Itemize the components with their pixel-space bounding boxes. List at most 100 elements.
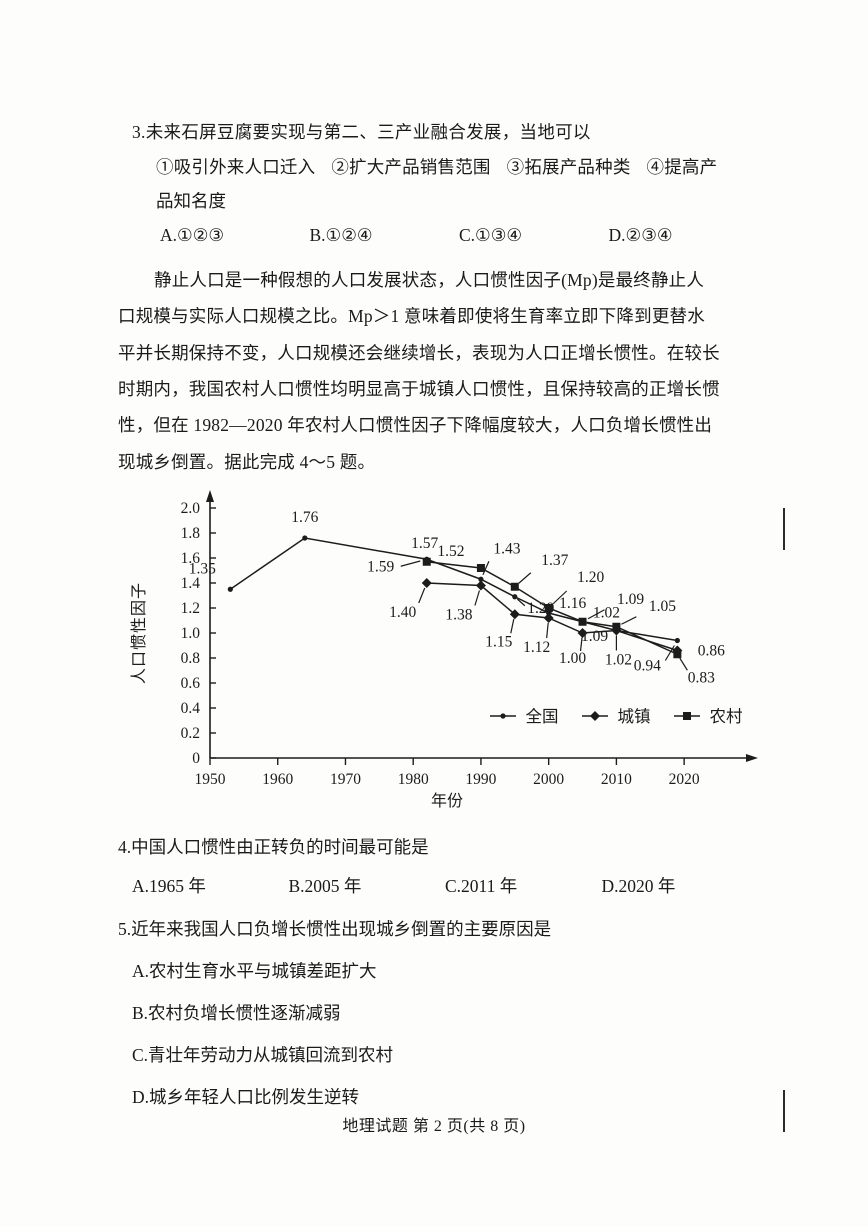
value-label-全国-0: 1.35 [189, 560, 216, 577]
value-label-城镇-3: 1.12 [523, 639, 550, 656]
legend-marker-农村 [683, 712, 691, 721]
x-tick-label-1: 1960 [262, 771, 293, 788]
question3-items: ①吸引外来人口迁入 ②扩大产品销售范围 ③拓展产品种类 ④提高产 [156, 154, 758, 179]
value-label-农村-1: 1.52 [437, 543, 464, 560]
question3-options: A.①②③ B.①②④ C.①③④ D.②③④ [160, 225, 758, 246]
data-point-城镇-1 [475, 580, 486, 591]
value-label-全国-1: 1.76 [291, 509, 318, 526]
y-tick-label-2: 0.4 [181, 700, 201, 717]
question4-option-d[interactable]: D.2020 年 [601, 876, 676, 897]
question5-option-c[interactable]: C.青壮年劳动力从城镇回流到农村 [132, 1045, 394, 1066]
label-leader [552, 590, 568, 605]
data-point-农村-3 [544, 604, 553, 613]
label-leader [579, 637, 583, 652]
passage-text: 静止人口是一种假想的人口发展状态，人口惯性因子(Mp)是最终静止人 口规模与实际… [118, 262, 758, 480]
label-leader [400, 560, 421, 568]
value-label-农村-3: 1.20 [577, 569, 604, 586]
question5-option-d[interactable]: D.城乡年轻人口比例发生逆转 [132, 1087, 360, 1108]
value-label-农村-6: 0.83 [688, 669, 715, 686]
data-point-农村-0 [422, 557, 431, 566]
y-axis-title: 人口惯性因子 [130, 582, 148, 684]
data-point-全国-3 [478, 576, 484, 583]
question4-option-b[interactable]: B.2005 年 [288, 876, 362, 897]
data-point-全国-1 [302, 535, 308, 541]
label-leader [510, 619, 515, 634]
question3-option-c[interactable]: C.①③④ [459, 224, 523, 245]
x-tick-label-6: 2010 [601, 771, 632, 788]
y-tick-label-0: 0 [192, 750, 200, 767]
y-tick-label-7: 1.4 [181, 575, 201, 592]
question3-stem: 3.未来石屏豆腐要实现与第二、三产业融合发展，当地可以 [132, 122, 591, 142]
question3-option-b[interactable]: B.①②④ [309, 224, 373, 245]
question3-option-d[interactable]: D.②③④ [608, 224, 673, 245]
question3-item-1: ①吸引外来人口迁入 [156, 156, 316, 177]
question3-item-4: ④提高产 [646, 156, 718, 177]
value-label-农村-4: 1.09 [617, 591, 644, 608]
y-axis-arrow [206, 490, 214, 503]
value-label-全国-2: 1.59 [367, 558, 394, 575]
value-label-全国-3: 1.43 [493, 540, 520, 557]
label-leader [587, 609, 605, 620]
data-point-农村-2 [510, 582, 519, 591]
legend-label-城镇: 城镇 [618, 707, 651, 726]
question3-item-3: ③拓展产品种类 [506, 156, 631, 177]
value-label-城镇-0: 1.40 [389, 604, 416, 621]
label-leader [621, 616, 637, 625]
label-leader [518, 572, 532, 584]
page-edge-mark-top [783, 508, 785, 550]
passage-line-4: 时期内，我国农村人口惯性均明显高于城镇人口惯性，且保持较高的正增长惯 [118, 379, 720, 400]
value-label-城镇-2: 1.15 [485, 633, 512, 650]
value-label-农村-5: 1.05 [649, 598, 676, 615]
passage-line-1: 静止人口是一种假想的人口发展状态，人口惯性因子(Mp)是最终静止人 [118, 262, 758, 298]
x-axis-title: 年份 [431, 792, 463, 810]
label-leader [474, 590, 481, 606]
question5-option-b[interactable]: B.农村负增长惯性逐渐减弱 [132, 1003, 341, 1024]
legend-marker-城镇 [590, 711, 600, 722]
question4-stem: 4.中国人口惯性由正转负的时间最可能是 [118, 837, 429, 858]
x-axis-arrow [746, 754, 758, 763]
passage-line-6: 现城乡倒置。据此完成 4～5 题。 [118, 451, 376, 472]
label-leader [679, 658, 688, 671]
page-content: 3.未来石屏豆腐要实现与第二、三产业融合发展，当地可以 ①吸引外来人口迁入 ②扩大… [118, 120, 758, 1109]
page-footer: 地理试题 第 2 页(共 8 页) [342, 1118, 526, 1135]
x-tick-label-3: 1980 [398, 771, 429, 788]
passage-line-1-text: 静止人口是一种假想的人口发展状态，人口惯性因子(Mp)是最终静止人 [154, 269, 705, 290]
label-leader [418, 587, 426, 604]
x-tick-label-7: 2020 [669, 771, 700, 788]
label-leader [664, 645, 675, 661]
value-label-农村-2: 1.37 [541, 552, 568, 569]
legend-label-全国: 全国 [526, 707, 559, 726]
value-label-城镇-4: 1.00 [559, 650, 586, 667]
question4-options: A.1965 年 B.2005 年 C.2011 年 D.2020 年 [132, 873, 758, 898]
value-label-全国-6: 1.09 [581, 628, 608, 645]
passage-line-5: 性，但在 1982—2020 年农村人口惯性因子下降幅度较大，人口负增长惯性出 [118, 415, 713, 436]
legend-marker-全国 [500, 713, 506, 719]
question4-option-a[interactable]: A.1965 年 [132, 876, 206, 897]
data-point-全国-0 [227, 586, 233, 593]
value-label-全国-4: 1.29 [527, 600, 554, 617]
value-label-全国-5: 1.16 [559, 595, 586, 612]
population-inertia-chart: 0 0.2 0.4 0.6 0.8 1.0 1.2 1.4 1.6 1.8 2.0 1950 1960 1… [118, 490, 758, 820]
y-tick-label-10: 2.0 [181, 500, 201, 517]
label-leader [546, 623, 549, 639]
data-point-农村-1 [476, 564, 485, 573]
question4-option-c[interactable]: C.2011 年 [445, 876, 518, 897]
value-label-农村-0: 1.57 [411, 535, 438, 552]
value-label-全国-8: 0.94 [634, 658, 661, 675]
data-point-城镇-2 [509, 609, 520, 620]
data-point-城镇-0 [421, 578, 432, 589]
value-label-城镇-6: 0.86 [698, 643, 725, 660]
question5-option-a[interactable]: A.农村生育水平与城镇差距扩大 [132, 961, 377, 982]
x-tick-label-2: 1970 [330, 771, 361, 788]
question3-option-a[interactable]: A.①②③ [160, 224, 225, 245]
passage-line-3: 平并长期保持不变，人口规模还会继续增长，表现为人口正增长惯性。在较长 [118, 342, 720, 363]
y-tick-label-4: 0.8 [181, 650, 201, 667]
value-label-全国-7: 1.02 [593, 605, 620, 622]
page-edge-mark-bottom [783, 1090, 785, 1132]
x-tick-label-5: 2000 [533, 771, 564, 788]
data-point-城镇-4 [577, 628, 588, 639]
data-point-全国-8 [674, 638, 680, 644]
value-label-城镇-1: 1.38 [445, 607, 472, 624]
x-tick-label-4: 1990 [465, 771, 496, 788]
